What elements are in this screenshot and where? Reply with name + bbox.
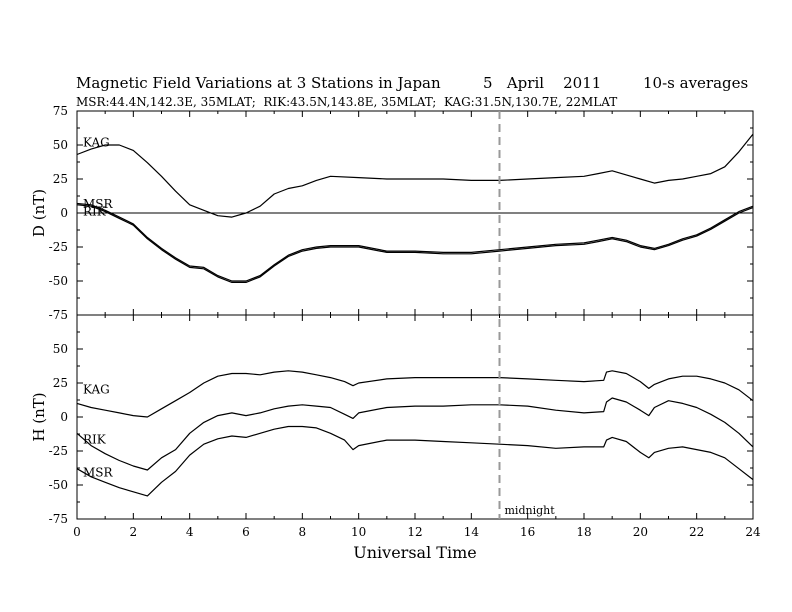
x-tick-label: 4 [186, 525, 194, 539]
x-tick-label: 2 [130, 525, 138, 539]
series-label-kag: KAG [83, 136, 110, 150]
chart-date: 5 April 2011 [483, 74, 601, 92]
x-tick-label: 6 [242, 525, 250, 539]
x-tick-label: 22 [689, 525, 704, 539]
y-tick-label: -50 [49, 478, 68, 492]
midnight-label: midnight [505, 504, 556, 517]
chart-title: Magnetic Field Variations at 3 Stations … [76, 74, 441, 92]
series-line-kag [76, 370, 754, 418]
x-tick-label: 10 [351, 525, 366, 539]
series-label-msr: MSR [83, 197, 114, 211]
series-line-rik [76, 202, 754, 282]
y-tick-label: 50 [53, 138, 68, 152]
x-tick-label: 12 [407, 525, 422, 539]
y-tick-label: -25 [49, 240, 68, 254]
series-line-rik [76, 397, 754, 471]
chart-header: Magnetic Field Variations at 3 Stations … [76, 74, 748, 109]
series-line-kag [76, 133, 754, 218]
chart-averaging: 10-s averages [643, 74, 748, 92]
x-tick-label: 8 [299, 525, 307, 539]
y-tick-label: 75 [53, 104, 68, 118]
y-tick-label: 50 [53, 342, 68, 356]
x-tick-label: 24 [745, 525, 761, 539]
series-label-kag: KAG [83, 382, 110, 396]
y-tick-label: 0 [60, 206, 68, 220]
y-tick-label: -25 [49, 444, 68, 458]
x-axis-label: Universal Time [353, 543, 476, 562]
series-line-msr [76, 425, 754, 497]
x-tick-label: 16 [520, 525, 535, 539]
series-label-rik: RIK [83, 204, 107, 218]
y-axis-label: D (nT) [30, 189, 48, 237]
series-label-rik: RIK [83, 432, 107, 446]
series-label-msr: MSR [83, 466, 114, 480]
panel-h: 50 25 0 -25 -50 -75 H (nT) KAG RIK MSR [30, 314, 754, 526]
y-tick-label: 25 [53, 172, 68, 186]
x-axis: 0 2 4 6 8 10 12 14 16 18 20 22 24 [73, 525, 761, 539]
x-tick-label: 0 [73, 525, 81, 539]
y-tick-label: -75 [49, 512, 68, 526]
y-tick-label: -50 [49, 274, 68, 288]
y-tick-label: -75 [49, 308, 68, 322]
x-tick-label: 20 [633, 525, 648, 539]
chart-subtitle: MSR:44.4N,142.3E, 35MLAT; RIK:43.5N,143.… [76, 95, 617, 109]
y-tick-label: 25 [53, 376, 68, 390]
x-tick-label: 18 [576, 525, 591, 539]
y-tick-label: 0 [60, 410, 68, 424]
y-axis-label: H (nT) [30, 392, 48, 441]
panel-frame [76, 314, 754, 520]
series-line-msr [76, 204, 754, 283]
x-tick-label: 14 [464, 525, 480, 539]
